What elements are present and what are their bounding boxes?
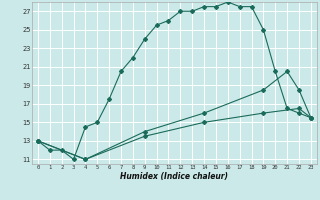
X-axis label: Humidex (Indice chaleur): Humidex (Indice chaleur) xyxy=(120,172,228,181)
